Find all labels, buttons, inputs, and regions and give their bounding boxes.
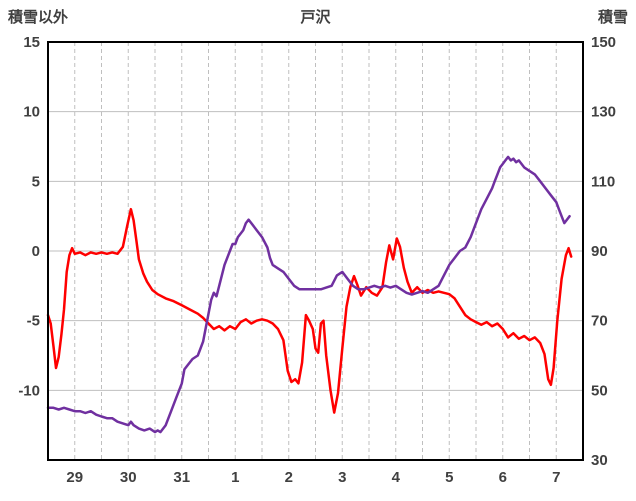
left-axis-tick: 10 [23,104,40,121]
right-axis-tick: 30 [591,452,608,469]
right-axis-tick: 110 [591,173,615,190]
right-axis-tick: 90 [591,243,608,260]
right-axis-title: 積雪 [597,9,628,26]
x-axis-tick: 6 [499,469,507,486]
x-axis-tick: 3 [338,469,346,486]
plot-border [47,41,584,461]
chart-title: 戸沢 [300,9,331,26]
x-axis-tick: 5 [445,469,453,486]
x-axis-tick: 7 [552,469,560,486]
left-axis-tick: -5 [27,313,40,330]
left-axis-tick: -10 [18,382,40,399]
right-axis-tick: 150 [591,34,616,51]
left-axis-tick: 5 [32,173,40,190]
x-axis-tick: 30 [120,469,137,486]
right-axis-tick: 50 [591,382,608,399]
left-axis-title: 積雪以外 [8,9,69,26]
series-line-right [46,155,571,434]
left-axis-tick: 15 [23,34,40,51]
series-line-left [46,207,573,414]
x-axis-tick: 29 [66,469,83,486]
right-axis-tick: 130 [591,104,616,121]
right-axis-tick: 70 [591,313,608,330]
x-axis-tick: 1 [231,469,239,486]
x-axis-tick: 2 [285,469,293,486]
x-axis-tick: 31 [173,469,190,486]
left-axis-tick: 0 [32,243,40,260]
x-axis-tick: 4 [392,469,401,486]
